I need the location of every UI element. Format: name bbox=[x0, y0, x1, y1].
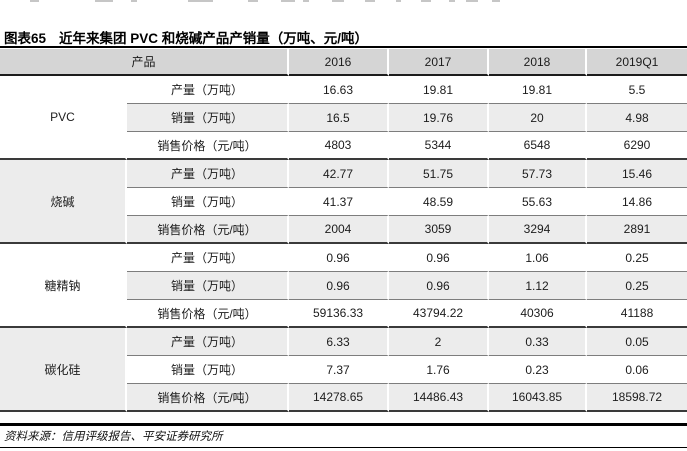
value-cell: 3294 bbox=[489, 216, 588, 244]
value-cell: 16.5 bbox=[289, 104, 390, 132]
value-cell: 55.63 bbox=[489, 188, 588, 216]
value-cell: 19.81 bbox=[489, 76, 588, 104]
value-cell: 1.06 bbox=[489, 244, 588, 272]
value-cell: 6.33 bbox=[289, 328, 390, 356]
value-cell: 48.59 bbox=[389, 188, 490, 216]
metric-cell: 销售价格（元/吨） bbox=[127, 216, 290, 244]
value-cell: 57.73 bbox=[489, 160, 588, 188]
value-cell: 40306 bbox=[489, 300, 588, 328]
value-cell: 18598.72 bbox=[587, 384, 687, 412]
value-cell: 0.06 bbox=[587, 356, 687, 384]
value-cell: 0.05 bbox=[587, 328, 687, 356]
metric-cell: 销量（万吨） bbox=[127, 356, 290, 384]
table-row: 销售价格（元/吨） 14278.65 14486.43 16043.85 185… bbox=[0, 384, 687, 412]
value-cell: 0.96 bbox=[289, 244, 390, 272]
value-cell: 3059 bbox=[389, 216, 490, 244]
figure-number: 图表65 bbox=[4, 31, 47, 46]
header-year-2019q1: 2019Q1 bbox=[587, 49, 687, 76]
value-cell: 14.86 bbox=[587, 188, 687, 216]
value-cell: 41.37 bbox=[289, 188, 390, 216]
value-cell: 0.25 bbox=[587, 272, 687, 300]
value-cell: 51.75 bbox=[389, 160, 490, 188]
value-cell: 0.23 bbox=[489, 356, 588, 384]
metric-cell: 销售价格（元/吨） bbox=[127, 132, 290, 160]
table-row: 销售价格（元/吨） 59136.33 43794.22 40306 41188 bbox=[0, 300, 687, 328]
metric-cell: 销量（万吨） bbox=[127, 104, 290, 132]
value-cell: 2891 bbox=[587, 216, 687, 244]
value-cell: 14486.43 bbox=[389, 384, 490, 412]
table-row: 销售价格（元/吨） 2004 3059 3294 2891 bbox=[0, 216, 687, 244]
title-divider bbox=[0, 46, 687, 48]
value-cell: 16.63 bbox=[289, 76, 390, 104]
value-cell: 43794.22 bbox=[389, 300, 490, 328]
value-cell: 5.5 bbox=[587, 76, 687, 104]
value-cell: 2 bbox=[389, 328, 490, 356]
table-row: PVC 产量（万吨） 16.63 19.81 19.81 5.5 bbox=[0, 76, 687, 160]
header-year-2017: 2017 bbox=[389, 49, 490, 76]
value-cell: 5344 bbox=[389, 132, 490, 160]
value-cell: 14278.65 bbox=[289, 384, 390, 412]
table-row: 销量（万吨） 7.37 1.76 0.23 0.06 bbox=[0, 356, 687, 384]
value-cell: 0.96 bbox=[389, 272, 490, 300]
value-cell: 20 bbox=[489, 104, 588, 132]
table-row: 销售价格（元/吨） 4803 5344 6548 6290 bbox=[0, 132, 687, 160]
product-cell: 碳化硅 bbox=[0, 328, 127, 412]
value-cell: 4.98 bbox=[587, 104, 687, 132]
header-year-2018: 2018 bbox=[489, 49, 588, 76]
header-year-2016: 2016 bbox=[289, 49, 390, 76]
value-cell: 6290 bbox=[587, 132, 687, 160]
value-cell: 2004 bbox=[289, 216, 390, 244]
table-row: 碳化硅 产量（万吨） 6.33 2 0.33 0.05 bbox=[0, 328, 687, 412]
header-row: 产品 2016 2017 2018 2019Q1 bbox=[0, 49, 687, 76]
metric-cell: 销量（万吨） bbox=[127, 188, 290, 216]
metric-cell: 产量（万吨） bbox=[127, 160, 290, 188]
header-product: 产品 bbox=[0, 49, 290, 76]
value-cell: 19.81 bbox=[389, 76, 490, 104]
figure-title: 图表65 近年来集团 PVC 和烧碱产品产销量（万吨、元/吨） bbox=[4, 27, 687, 47]
table-row: 销量（万吨） 41.37 48.59 55.63 14.86 bbox=[0, 188, 687, 216]
value-cell: 41188 bbox=[587, 300, 687, 328]
value-cell: 42.77 bbox=[289, 160, 390, 188]
value-cell: 0.25 bbox=[587, 244, 687, 272]
product-cell: 糖精钠 bbox=[0, 244, 127, 328]
value-cell: 0.33 bbox=[489, 328, 588, 356]
metric-cell: 产量（万吨） bbox=[127, 244, 290, 272]
value-cell: 19.76 bbox=[389, 104, 490, 132]
table-row: 糖精钠 产量（万吨） 0.96 0.96 1.06 0.25 bbox=[0, 244, 687, 328]
table-row: 销量（万吨） 16.5 19.76 20 4.98 bbox=[0, 104, 687, 132]
value-cell: 7.37 bbox=[289, 356, 390, 384]
product-cell: PVC bbox=[0, 76, 127, 160]
source-note: 资料来源：信用评级报告、平安证券研究所 bbox=[0, 423, 687, 448]
product-cell: 烧碱 bbox=[0, 160, 127, 244]
metric-cell: 销售价格（元/吨） bbox=[127, 384, 290, 412]
value-cell: 1.76 bbox=[389, 356, 490, 384]
table-row: 销量（万吨） 0.96 0.96 1.12 0.25 bbox=[0, 272, 687, 300]
figure-title-text: 近年来集团 PVC 和烧碱产品产销量（万吨、元/吨） bbox=[59, 31, 369, 46]
table-row: 烧碱 产量（万吨） 42.77 51.75 57.73 15.46 bbox=[0, 160, 687, 244]
value-cell: 59136.33 bbox=[289, 300, 390, 328]
value-cell: 6548 bbox=[489, 132, 588, 160]
production-sales-table: 产品 2016 2017 2018 2019Q1 PVC 产量（万吨） 16.6… bbox=[0, 49, 687, 412]
value-cell: 4803 bbox=[289, 132, 390, 160]
value-cell: 0.96 bbox=[389, 244, 490, 272]
metric-cell: 产量（万吨） bbox=[127, 328, 290, 356]
metric-cell: 销量（万吨） bbox=[127, 272, 290, 300]
value-cell: 16043.85 bbox=[489, 384, 588, 412]
metric-cell: 产量（万吨） bbox=[127, 76, 290, 104]
value-cell: 15.46 bbox=[587, 160, 687, 188]
metric-cell: 销售价格（元/吨） bbox=[127, 300, 290, 328]
value-cell: 0.96 bbox=[289, 272, 390, 300]
value-cell: 1.12 bbox=[489, 272, 588, 300]
